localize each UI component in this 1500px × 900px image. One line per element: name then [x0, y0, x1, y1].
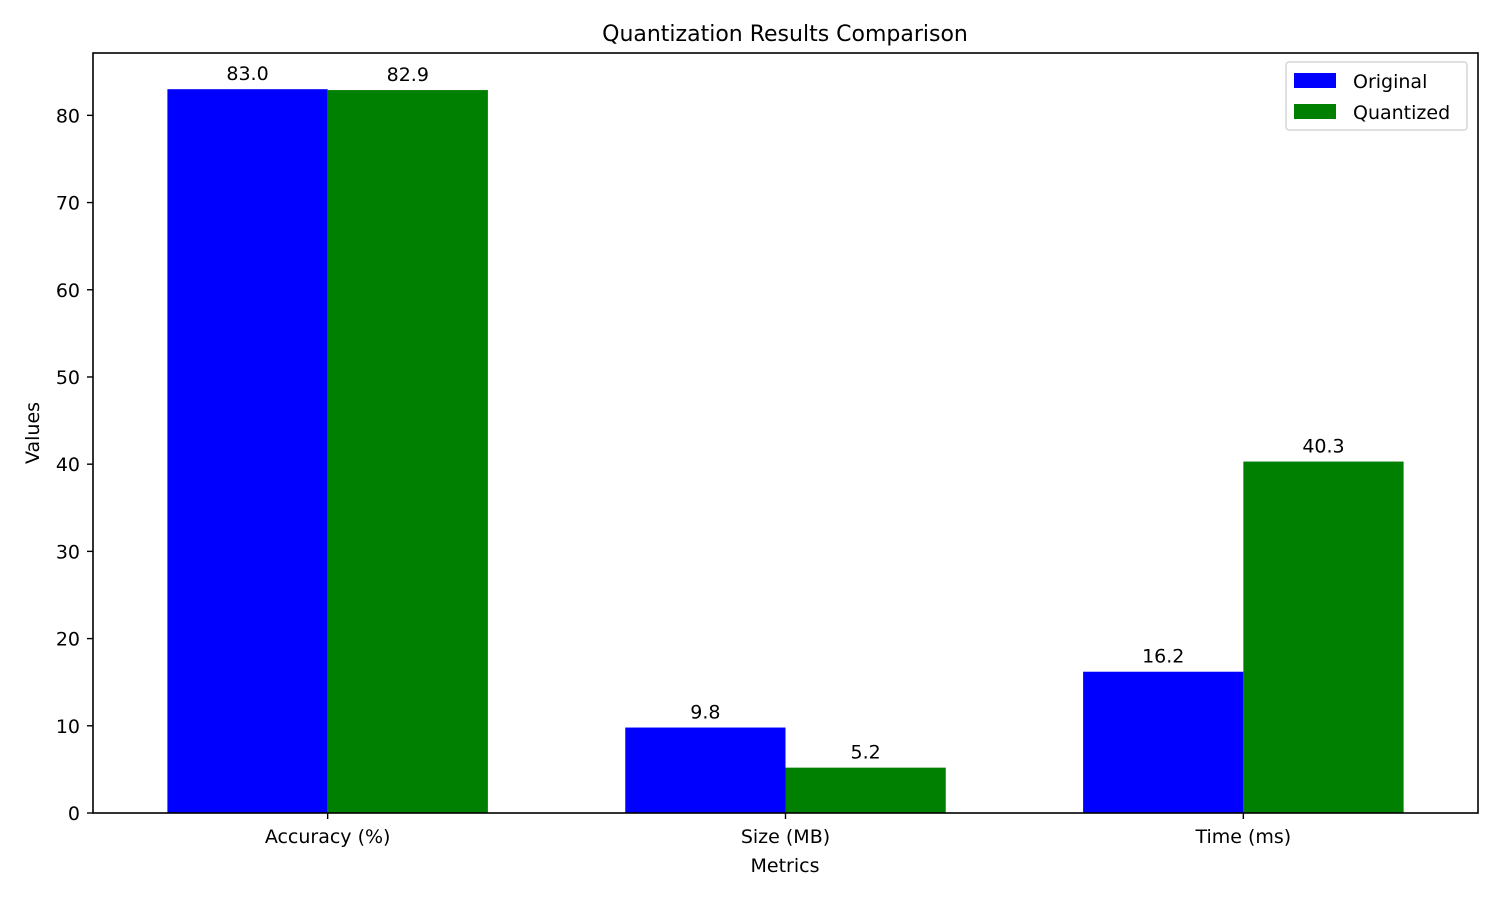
y-axis-label: Values — [22, 402, 44, 464]
bar-quantized-size-mb — [785, 767, 946, 813]
data-label-original-accuracy: 83.0 — [226, 63, 268, 85]
chart-title: Quantization Results Comparison — [602, 22, 968, 47]
data-labels-layer: 83.0 9.8 16.2 82.9 5.2 40.3 — [226, 63, 1344, 763]
legend-swatch-original — [1294, 73, 1336, 88]
x-tick-label-size-mb: Size (MB) — [741, 826, 830, 848]
x-tick-label-accuracy: Accuracy (%) — [265, 826, 391, 848]
data-label-original-time-ms: 16.2 — [1142, 646, 1184, 668]
y-tick-label: 10 — [56, 716, 80, 738]
legend-label-quantized: Quantized — [1353, 102, 1450, 124]
legend-label-original: Original — [1353, 71, 1427, 93]
y-tick-label: 60 — [56, 280, 80, 302]
x-axis: Accuracy (%) Size (MB) Time (ms) — [265, 813, 1291, 848]
y-tick-label: 20 — [56, 629, 80, 651]
y-tick-label: 80 — [56, 105, 80, 127]
y-tick-label: 70 — [56, 193, 80, 215]
bar-quantized-accuracy — [327, 90, 488, 813]
data-label-quantized-accuracy: 82.9 — [387, 64, 429, 86]
x-tick-label-time-ms: Time (ms) — [1194, 826, 1291, 848]
data-label-original-size-mb: 9.8 — [690, 702, 720, 724]
bars-layer — [167, 89, 1404, 813]
y-tick-label: 30 — [56, 541, 80, 563]
data-label-quantized-size-mb: 5.2 — [851, 742, 881, 764]
legend: Original Quantized — [1285, 61, 1468, 131]
data-label-quantized-time-ms: 40.3 — [1302, 436, 1344, 458]
y-tick-label: 0 — [68, 803, 80, 825]
bar-quantized-time-ms — [1243, 461, 1404, 813]
legend-swatch-quantized — [1294, 104, 1336, 119]
y-tick-label: 50 — [56, 367, 80, 389]
bar-original-time-ms — [1083, 671, 1244, 813]
x-axis-label: Metrics — [751, 855, 820, 877]
y-axis: 0 10 20 30 40 50 60 70 80 — [56, 105, 93, 825]
bar-original-size-mb — [625, 727, 786, 813]
y-tick-label: 40 — [56, 454, 80, 476]
bar-original-accuracy — [167, 89, 328, 813]
